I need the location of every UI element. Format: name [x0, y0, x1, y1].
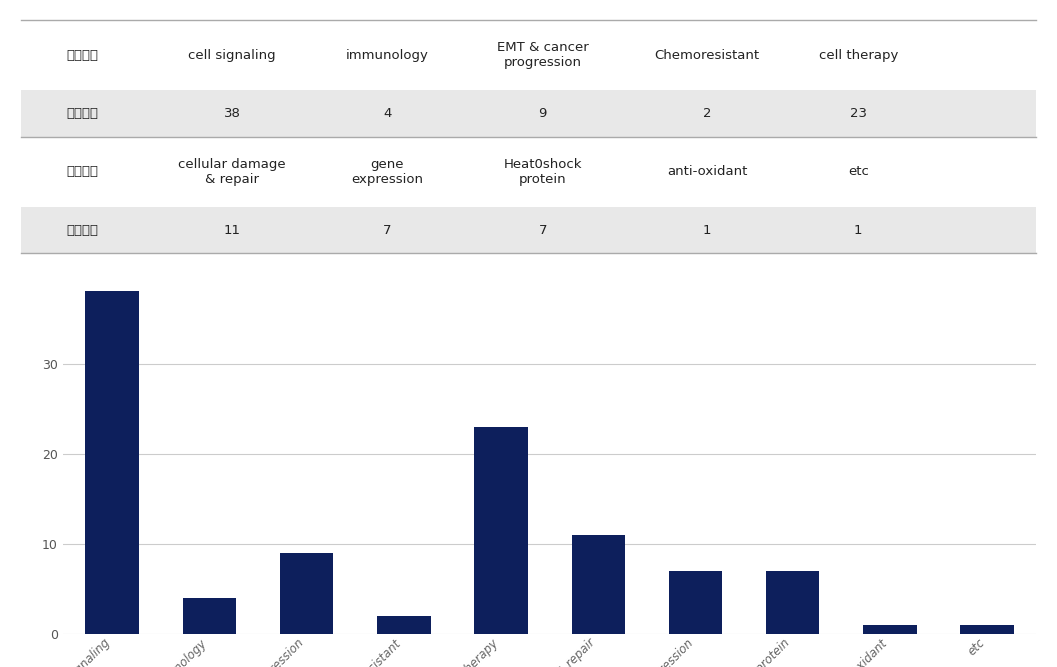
Text: 23: 23: [850, 107, 867, 120]
Text: gene
expression: gene expression: [352, 158, 424, 185]
Text: anti-oxidant: anti-oxidant: [667, 165, 747, 178]
Bar: [86, 291, 138, 634]
Text: immunology: immunology: [346, 49, 429, 61]
Text: 1: 1: [703, 223, 711, 237]
Text: cell therapy: cell therapy: [818, 49, 898, 61]
Bar: [669, 571, 722, 634]
Text: EMT & cancer
progression: EMT & cancer progression: [497, 41, 589, 69]
Text: 2: 2: [703, 107, 711, 120]
Text: 7: 7: [384, 223, 392, 237]
Text: cellular damage
& repair: cellular damage & repair: [179, 158, 286, 185]
Bar: [766, 571, 819, 634]
Text: etc: etc: [848, 165, 869, 178]
Text: 관련분야: 관련분야: [66, 165, 98, 178]
Bar: [21, 207, 1036, 253]
Text: 7: 7: [538, 223, 546, 237]
Bar: [280, 552, 333, 634]
Bar: [961, 624, 1014, 634]
Text: cell signaling: cell signaling: [188, 49, 276, 61]
Bar: [864, 624, 916, 634]
Text: Heat0shock
protein: Heat0shock protein: [503, 158, 582, 185]
Text: 4: 4: [384, 107, 392, 120]
Text: 11: 11: [224, 223, 241, 237]
Bar: [572, 535, 625, 634]
Text: 연구성과: 연구성과: [66, 223, 98, 237]
Text: 1: 1: [854, 223, 863, 237]
Bar: [21, 137, 1036, 207]
Bar: [183, 598, 236, 634]
Bar: [377, 616, 430, 634]
Bar: [475, 427, 527, 634]
Text: 관련분야: 관련분야: [66, 49, 98, 61]
Text: Chemoresistant: Chemoresistant: [654, 49, 760, 61]
Bar: [21, 90, 1036, 137]
Text: 9: 9: [538, 107, 546, 120]
Bar: [21, 20, 1036, 90]
Text: 연구성과: 연구성과: [66, 107, 98, 120]
Text: 38: 38: [224, 107, 241, 120]
